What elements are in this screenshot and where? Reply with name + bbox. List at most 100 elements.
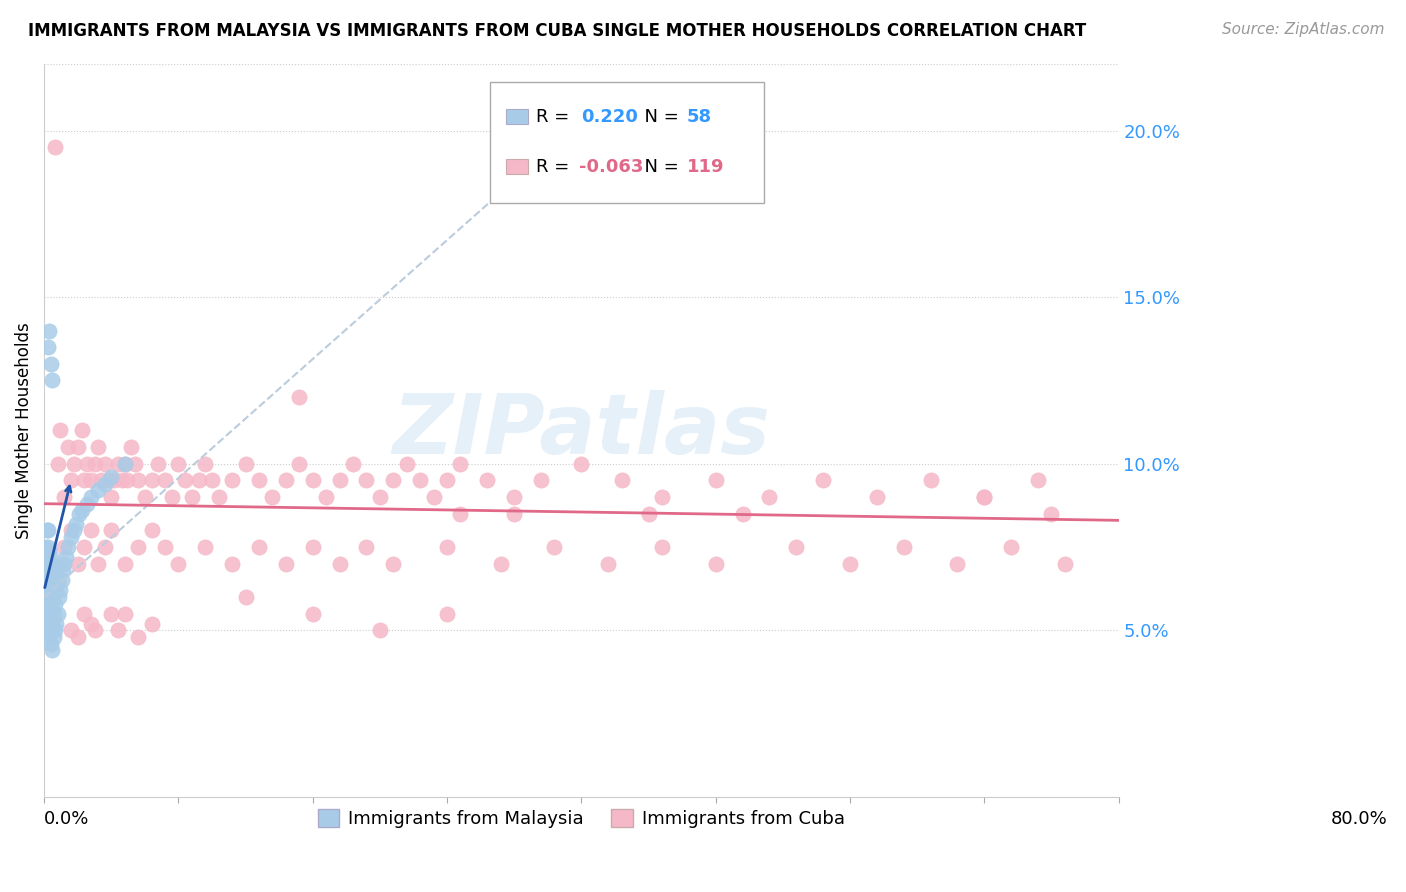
Point (76, 497, 98, 511)
Point (180, 490, 202, 504)
Point (127, 474, 149, 488)
Point (127, 540, 149, 554)
Point (866, 490, 889, 504)
Text: R =: R = (536, 108, 575, 126)
Point (194, 540, 217, 554)
Point (46, 457, 69, 471)
Point (35, 590, 58, 604)
Point (153, 474, 176, 488)
Point (141, 616, 163, 631)
Point (44, 563, 66, 577)
FancyBboxPatch shape (491, 82, 763, 203)
Point (117, 474, 139, 488)
Point (811, 474, 834, 488)
Point (141, 474, 163, 488)
Point (39, 357, 62, 371)
Point (80, 474, 103, 488)
Point (543, 540, 565, 554)
Point (124, 457, 146, 471)
Point (41, 590, 63, 604)
Point (114, 607, 136, 621)
Point (39, 603, 62, 617)
Point (436, 474, 458, 488)
Point (235, 590, 257, 604)
Point (41, 557, 63, 571)
Text: Source: ZipAtlas.com: Source: ZipAtlas.com (1222, 22, 1385, 37)
Point (329, 557, 352, 571)
Point (301, 540, 323, 554)
Point (42, 630, 65, 644)
Point (114, 457, 136, 471)
Point (201, 474, 224, 488)
Point (41, 374, 63, 388)
Point (107, 457, 129, 471)
Point (315, 490, 337, 504)
Point (1053, 557, 1076, 571)
Point (489, 557, 512, 571)
Text: ZIPatlas: ZIPatlas (392, 390, 770, 471)
Point (35, 557, 58, 571)
FancyBboxPatch shape (506, 110, 527, 124)
Point (39, 636, 62, 650)
Point (107, 624, 129, 638)
Point (329, 474, 352, 488)
Point (450, 507, 472, 521)
Point (100, 607, 122, 621)
Point (368, 490, 391, 504)
Point (704, 474, 727, 488)
Point (70, 503, 93, 517)
Point (44, 597, 66, 611)
Point (45, 616, 67, 631)
Point (87, 557, 110, 571)
Point (84, 624, 107, 638)
Point (301, 474, 323, 488)
Point (288, 457, 311, 471)
Point (34, 574, 56, 588)
Point (100, 524, 122, 538)
Point (100, 470, 122, 484)
Point (38, 324, 60, 338)
Text: -0.063: -0.063 (579, 158, 644, 176)
Point (651, 540, 673, 554)
Point (651, 490, 673, 504)
Point (37, 590, 59, 604)
Point (46, 574, 69, 588)
Point (87, 483, 110, 498)
Point (208, 490, 231, 504)
Point (288, 390, 311, 404)
Point (530, 474, 553, 488)
Point (103, 474, 125, 488)
Point (247, 474, 270, 488)
Point (569, 457, 592, 471)
Point (637, 507, 659, 521)
Point (477, 474, 499, 488)
Point (167, 557, 190, 571)
Point (422, 490, 444, 504)
Point (49, 424, 72, 438)
Point (731, 507, 754, 521)
Point (35, 574, 58, 588)
Point (610, 474, 633, 488)
Point (37, 540, 59, 554)
Point (503, 507, 526, 521)
Point (274, 557, 297, 571)
Point (45, 583, 67, 598)
Point (38, 630, 60, 644)
Point (97, 474, 120, 488)
Point (51, 574, 73, 588)
Point (41, 616, 63, 631)
Point (598, 557, 620, 571)
Point (973, 490, 995, 504)
Point (89, 474, 111, 488)
Point (38, 543, 60, 558)
Point (839, 557, 862, 571)
Point (148, 457, 170, 471)
Point (37, 524, 59, 538)
Point (76, 457, 98, 471)
Point (42, 574, 65, 588)
Point (39, 549, 62, 564)
Point (247, 540, 270, 554)
FancyBboxPatch shape (506, 160, 527, 174)
Point (301, 607, 323, 621)
Point (66, 630, 89, 644)
